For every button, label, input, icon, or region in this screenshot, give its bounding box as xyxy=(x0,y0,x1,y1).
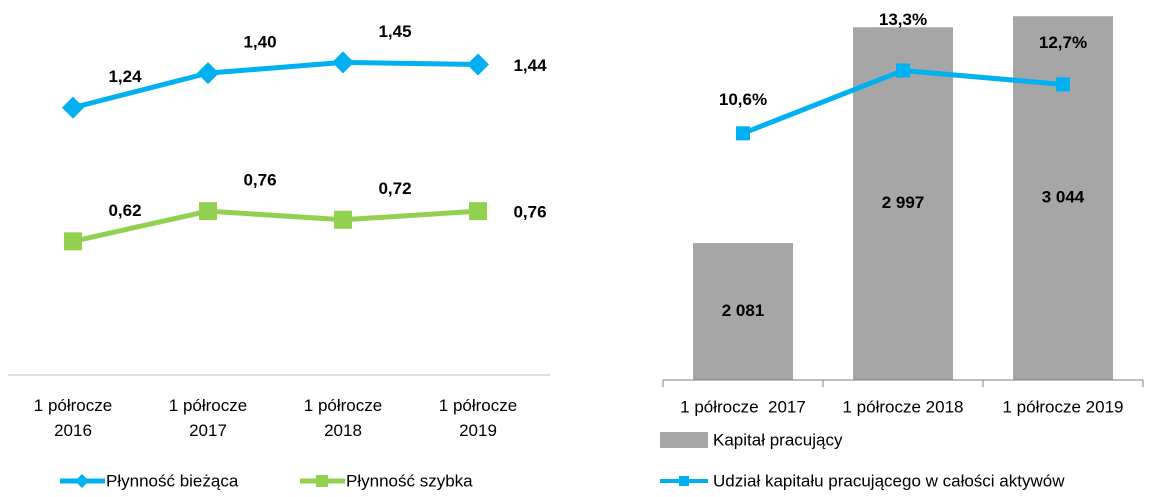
data-label: 0,76 xyxy=(243,171,276,190)
x-tick-label: 1 półrocze 2017 xyxy=(168,396,248,440)
data-label: 2 997 xyxy=(882,193,925,212)
data-label: 3 044 xyxy=(1042,188,1085,207)
marker xyxy=(64,232,82,251)
marker xyxy=(332,51,354,74)
legend-swatch xyxy=(660,432,708,448)
x-tick-label: 1 półrocze 2018 xyxy=(303,396,383,440)
series-line xyxy=(72,59,479,111)
marker xyxy=(469,202,487,221)
marker xyxy=(736,126,750,141)
marker xyxy=(197,62,219,85)
x-tick-label: 1 półrocze 2018 xyxy=(843,397,964,416)
data-label: 0,76 xyxy=(513,203,546,222)
data-label: 1,40 xyxy=(243,33,276,52)
legend-label: Udział kapitału pracującego w całości ak… xyxy=(713,471,1065,490)
marker xyxy=(62,96,84,119)
marker xyxy=(679,476,689,486)
marker xyxy=(1056,77,1070,92)
bar xyxy=(1013,16,1113,380)
marker xyxy=(199,202,217,221)
legend-label: Płynność szybka xyxy=(346,471,473,490)
data-label: 1,44 xyxy=(513,56,547,75)
marker xyxy=(467,53,489,76)
x-tick-label: 1 półrocze 2016 xyxy=(33,396,113,440)
x-tick-label: 1 półrocze 2019 xyxy=(438,396,518,440)
data-label: 0,72 xyxy=(378,179,411,198)
marker xyxy=(75,474,89,488)
data-label: 13,3% xyxy=(879,10,927,29)
data-label: 10,6% xyxy=(719,90,767,109)
series-line xyxy=(72,208,479,244)
x-tick-label: 1 półrocze 2017 xyxy=(680,397,806,416)
bar xyxy=(693,243,793,380)
data-label: 1,45 xyxy=(378,22,411,41)
legend-label: Płynność bieżąca xyxy=(106,471,239,490)
marker xyxy=(896,63,910,78)
data-label: 1,24 xyxy=(108,67,142,86)
data-label: 0,62 xyxy=(108,201,141,220)
marker xyxy=(334,210,352,229)
x-tick-label: 1 półrocze 2019 xyxy=(1003,397,1124,416)
data-label: 2 081 xyxy=(722,301,765,320)
legend-label: Kapitał pracujący xyxy=(713,430,843,449)
marker xyxy=(316,475,328,487)
data-label: 12,7% xyxy=(1039,33,1087,52)
